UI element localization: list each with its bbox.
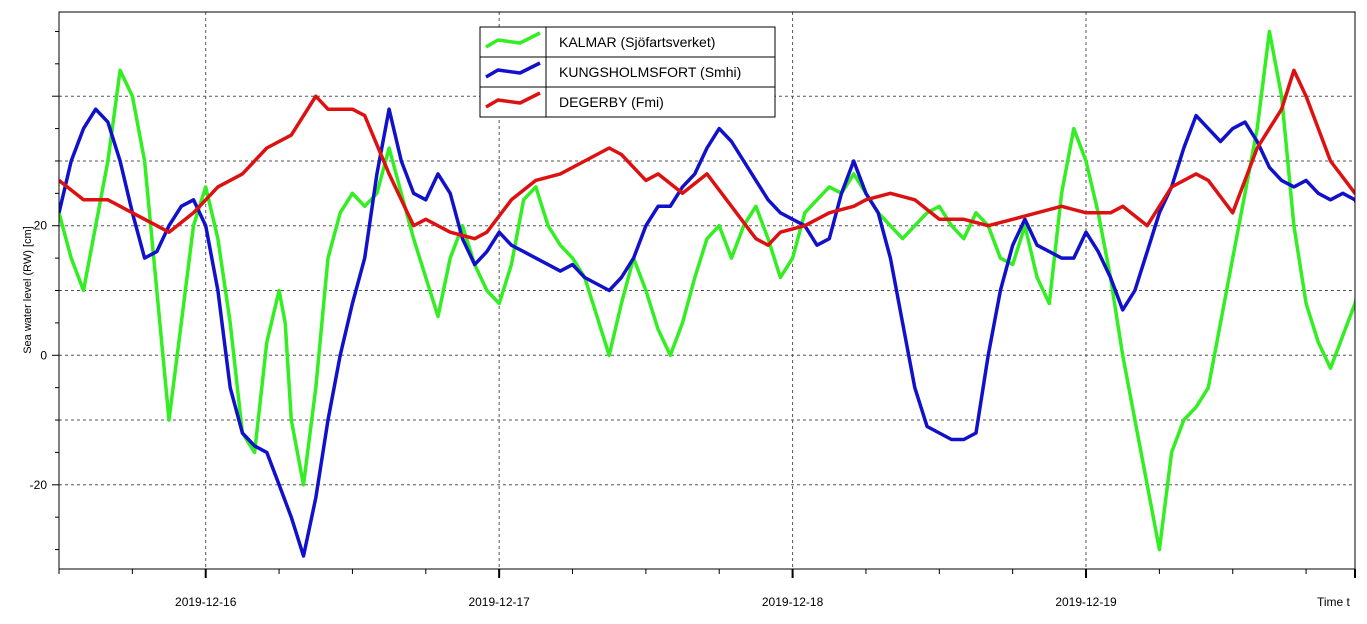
series-line-2	[59, 107, 1355, 558]
x-tick-label: 2019-12-19	[1055, 595, 1117, 609]
y-tick-label: 0	[40, 348, 47, 362]
legend-label-2: KUNGSHOLMSFORT (Smhi)	[559, 64, 741, 80]
series-layer	[59, 29, 1355, 558]
legend-swatch-1	[485, 31, 541, 49]
x-tick-label: 2019-12-18	[762, 595, 824, 609]
legend-swatch-3	[485, 91, 541, 109]
legend-label-1: KALMAR (Sjöfartsverket)	[559, 34, 715, 50]
x-axis-label: Time t	[1317, 595, 1351, 609]
legend-swatch-2	[485, 61, 541, 79]
x-tick-label: 2019-12-17	[468, 595, 530, 609]
y-axis-label: Sea water level (RW) [cm]	[22, 226, 34, 354]
legend: KALMAR (Sjöfartsverket) KUNGSHOLMSFORT (S…	[479, 26, 776, 118]
y-tick-label: 20	[34, 219, 48, 233]
x-tick-label: 2019-12-16	[175, 595, 237, 609]
series-line-3	[59, 68, 1355, 247]
legend-label-3: DEGERBY (Fmi)	[559, 94, 664, 110]
axes: -20 0 20 2019-12-16 2019-12-17 2019-12-18 2019…	[30, 30, 1356, 609]
legend-box	[479, 26, 776, 118]
y-tick-label: -20	[30, 478, 48, 492]
